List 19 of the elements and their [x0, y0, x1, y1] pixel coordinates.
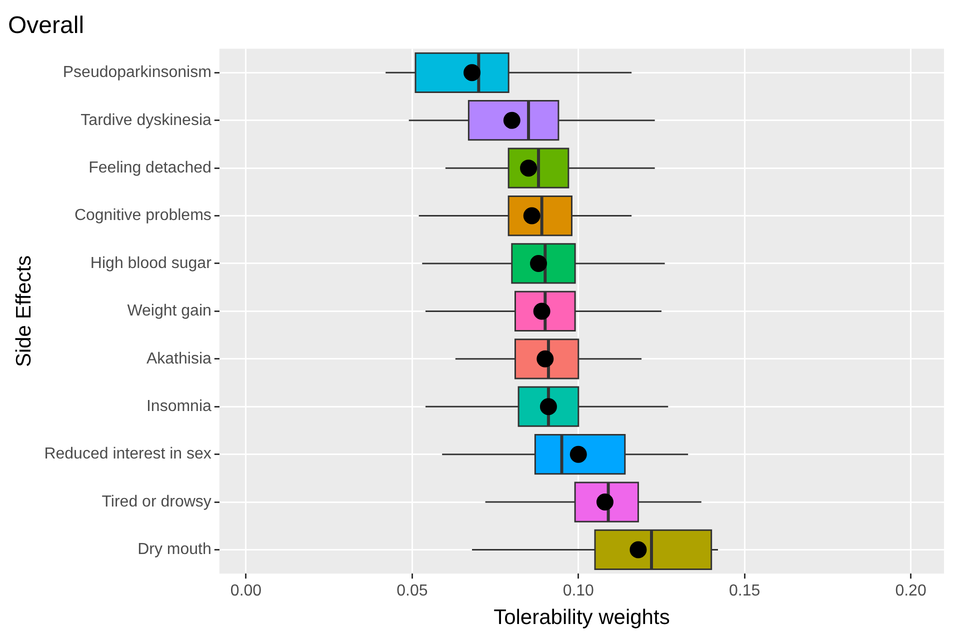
y-tick-label: Tired or drowsy	[102, 493, 212, 510]
y-tick-label: Feeling detached	[88, 159, 212, 176]
y-axis-title: Side Effects	[12, 255, 36, 368]
y-tick-label: High blood sugar	[90, 254, 212, 272]
y-tick-label: Cognitive problems	[74, 207, 212, 224]
y-tick-label: Akathisia	[146, 350, 212, 368]
x-tick-label: 0.10	[562, 582, 594, 600]
x-tick-label: 0.05	[396, 582, 428, 600]
y-tick-label: Pseudoparkinsonism	[62, 64, 212, 82]
x-tick-label: 0.15	[729, 582, 760, 600]
x-tick-label: 0.00	[230, 582, 262, 600]
y-tick-label: Insomnia	[146, 398, 212, 416]
y-tick-label: Tardive dyskinesia	[80, 112, 212, 129]
y-tick-label: Dry mouth	[138, 541, 212, 558]
chart-title: Overall	[8, 12, 84, 40]
y-tick-label: Reduced interest in sex	[44, 446, 212, 463]
x-tick-label: 0.20	[895, 582, 926, 600]
x-axis-title: Tolerability weights	[494, 606, 670, 630]
y-tick-label: Weight gain	[127, 302, 212, 320]
